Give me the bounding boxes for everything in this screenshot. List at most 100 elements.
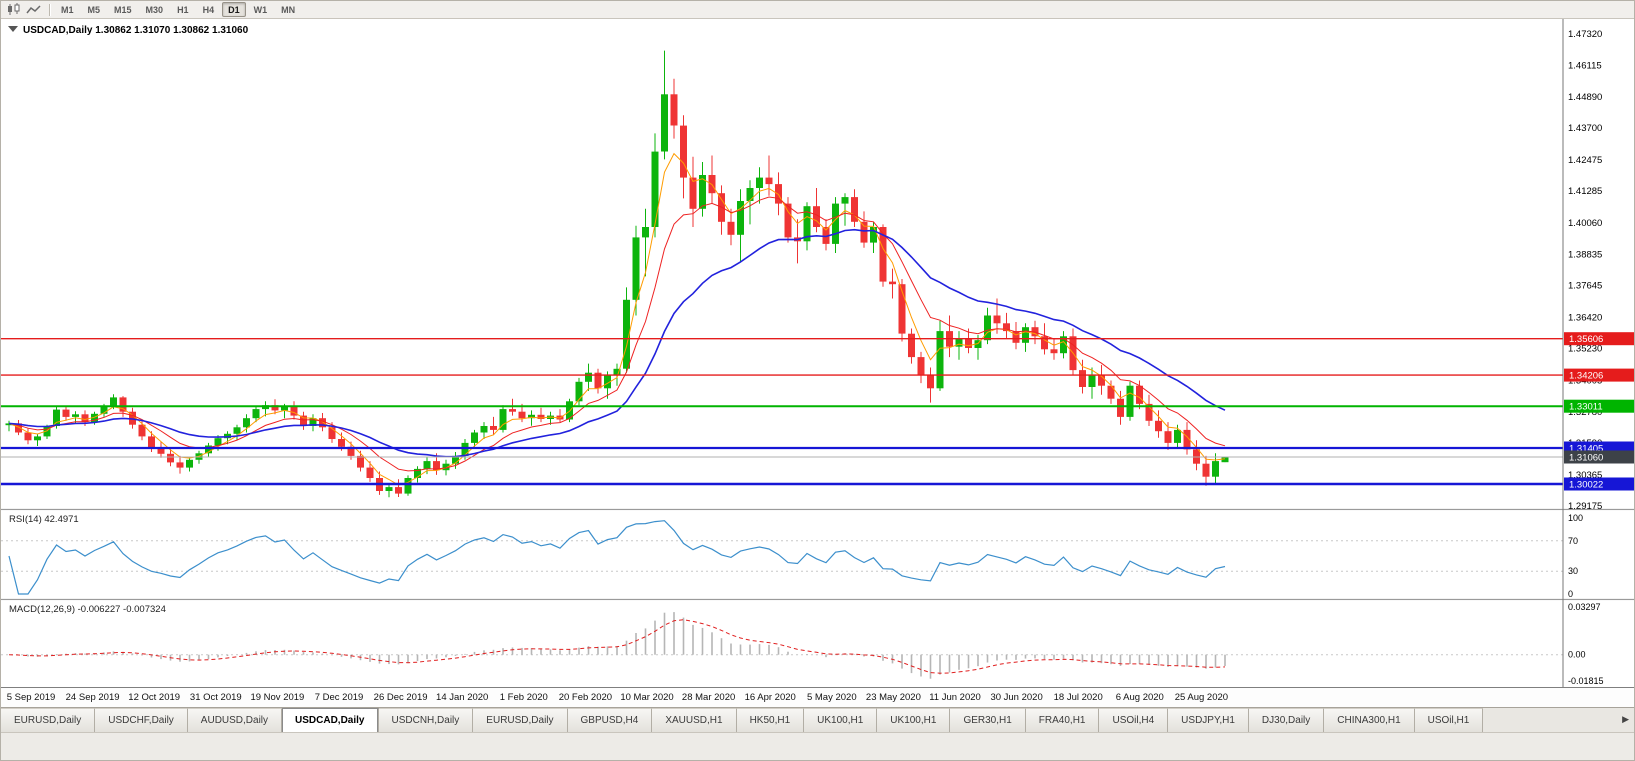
candle-body-up <box>34 436 41 441</box>
chart-tab-uk100-h1[interactable]: UK100,H1 <box>804 708 878 732</box>
candle-body-down <box>176 462 184 468</box>
zigzag-line-icon[interactable] <box>24 2 44 17</box>
price-line-label-box <box>1564 368 1634 382</box>
candle-body-down <box>167 453 174 463</box>
price-line-label-box <box>1564 477 1634 491</box>
timeframe-button-m5[interactable]: M5 <box>82 2 107 17</box>
candle-body-down <box>157 448 165 454</box>
date-axis-label: 14 Jan 2020 <box>436 692 489 703</box>
timeframe-button-m30[interactable]: M30 <box>140 2 170 17</box>
chart-tab-ger30-h1[interactable]: GER30,H1 <box>950 708 1026 732</box>
toolbar-separator <box>49 3 50 16</box>
candle-body-down <box>537 414 545 419</box>
rsi-header: RSI(14) 42.4971 <box>9 514 79 525</box>
chart-tabs: EURUSD,Daily USDCHF,Daily AUDUSD,Daily USDC… <box>1 707 1634 732</box>
chart-tab-usdcnh-daily[interactable]: USDCNH,Daily <box>378 708 474 732</box>
timeframe-button-w1[interactable]: W1 <box>248 2 274 17</box>
ma-line-slow <box>8 228 1226 458</box>
candle-body-up <box>233 427 241 434</box>
chart-tab-eurusd-daily[interactable]: EURUSD,Daily <box>1 708 96 732</box>
candle-body-down <box>138 424 146 437</box>
macd-signal-line <box>8 619 1226 674</box>
timeframe-button-d1[interactable]: D1 <box>222 2 246 17</box>
chart-tab-audusd-daily[interactable]: AUDUSD,Daily <box>187 708 283 732</box>
rsi-line <box>8 520 1226 595</box>
chart-tab-hk50-h1[interactable]: HK50,H1 <box>736 708 805 732</box>
candle-body-up <box>91 413 98 423</box>
date-axis-label: 5 Sep 2019 <box>6 692 56 703</box>
timeframe-button-m15[interactable]: M15 <box>108 2 138 17</box>
candle-body-up <box>832 203 839 244</box>
price-line-label: 1.31405 <box>1569 443 1603 454</box>
chart-tab-usdjpy-h1[interactable]: USDJPY,H1 <box>1168 708 1249 732</box>
candle-body-down <box>1155 420 1162 432</box>
price-line-label-box <box>1564 332 1634 346</box>
candle-body-up <box>528 414 535 419</box>
chart-tab-usoil-h1[interactable]: USOil,H1 <box>1414 708 1484 732</box>
chart-tab-dj30-daily[interactable]: DJ30,Daily <box>1248 708 1325 732</box>
candle-body-up <box>1022 327 1029 343</box>
candle-body-up <box>385 487 393 491</box>
macd-axis-label: 0.00 <box>1568 650 1586 660</box>
one-click-trading-icon[interactable] <box>8 26 18 32</box>
chart-tab-gbpusd-h4[interactable]: GBPUSD,H4 <box>567 708 653 732</box>
chart-tab-xauusd-h1[interactable]: XAUUSD,H1 <box>652 708 737 732</box>
price-axis-label: 1.35230 <box>1568 343 1602 354</box>
price-axis-label: 1.47320 <box>1568 29 1602 40</box>
candle-body-up <box>737 201 744 235</box>
candle-body-up <box>1060 336 1067 354</box>
candle-body-down <box>1012 331 1020 343</box>
candle-body-up <box>642 227 649 238</box>
candle-body-up <box>1088 375 1096 387</box>
chart-tab-china300-h1[interactable]: CHINA300,H1 <box>1324 708 1415 732</box>
candlestick-chart-icon[interactable] <box>4 2 24 17</box>
candle-body-down <box>338 439 345 447</box>
timeframe-button-h4[interactable]: H4 <box>197 2 221 17</box>
price-axis-label: 1.36420 <box>1568 313 1602 324</box>
timeframe-button-mn[interactable]: MN <box>275 2 301 17</box>
candle-body-up <box>575 381 583 402</box>
candle-body-up <box>252 409 260 419</box>
candle-body-down <box>765 177 773 185</box>
candle-body-down <box>917 357 925 376</box>
chart-tab-usdchf-daily[interactable]: USDCHF,Daily <box>95 708 188 732</box>
chart-tab-usoil-h4[interactable]: USOil,H4 <box>1099 708 1169 732</box>
price-axis-label: 1.38835 <box>1568 250 1602 261</box>
candle-body-up <box>841 197 849 204</box>
chart-tab-usdcad-daily[interactable]: USDCAD,Daily <box>282 708 379 732</box>
candle-body-down <box>889 281 896 285</box>
ma-line-fast <box>8 152 1226 486</box>
chart-tab-fra40-h1[interactable]: FRA40,H1 <box>1025 708 1100 732</box>
candle-body-up <box>756 177 763 188</box>
date-axis-label: 10 Mar 2020 <box>620 692 674 703</box>
chart-tab-uk100-h1[interactable]: UK100,H1 <box>877 708 951 732</box>
candle-body-up <box>281 406 288 411</box>
candle-body-down <box>148 436 155 449</box>
timeframe-button-h1[interactable]: H1 <box>171 2 195 17</box>
price-line-label: 1.30022 <box>1569 479 1603 490</box>
candle-body-down <box>1183 429 1191 450</box>
candle-body-down <box>357 455 364 468</box>
macd-header: MACD(12,26,9) -0.006227 -0.007324 <box>9 604 166 615</box>
candle-body-down <box>290 406 298 416</box>
date-axis-label: 16 Apr 2020 <box>744 692 796 703</box>
date-axis-label: 19 Nov 2019 <box>250 692 305 703</box>
candle-body-up <box>452 455 459 464</box>
timeframe-button-m1[interactable]: M1 <box>55 2 80 17</box>
candle-body-down <box>433 461 440 471</box>
candle-body-up <box>651 151 659 227</box>
candle-body-down <box>1145 403 1153 421</box>
date-axis-label: 18 Jul 2020 <box>1053 692 1103 703</box>
chart-canvas[interactable]: USDCAD,Daily 1.30862 1.31070 1.30862 1.3… <box>1 19 1635 687</box>
candle-body-down <box>680 125 687 178</box>
candle-body-up <box>471 432 478 443</box>
candle-body-down <box>822 227 830 244</box>
tab-scroll-right-icon[interactable]: ▶ <box>1622 714 1629 724</box>
candle-body-down <box>328 427 336 439</box>
candle-body-up <box>585 372 592 382</box>
date-axis-label: 28 Mar 2020 <box>681 692 736 703</box>
candle-body-down <box>1079 370 1086 387</box>
candle-body-up <box>1174 429 1181 443</box>
candle-body-down <box>62 409 70 417</box>
chart-tab-eurusd-daily[interactable]: EURUSD,Daily <box>473 708 568 732</box>
